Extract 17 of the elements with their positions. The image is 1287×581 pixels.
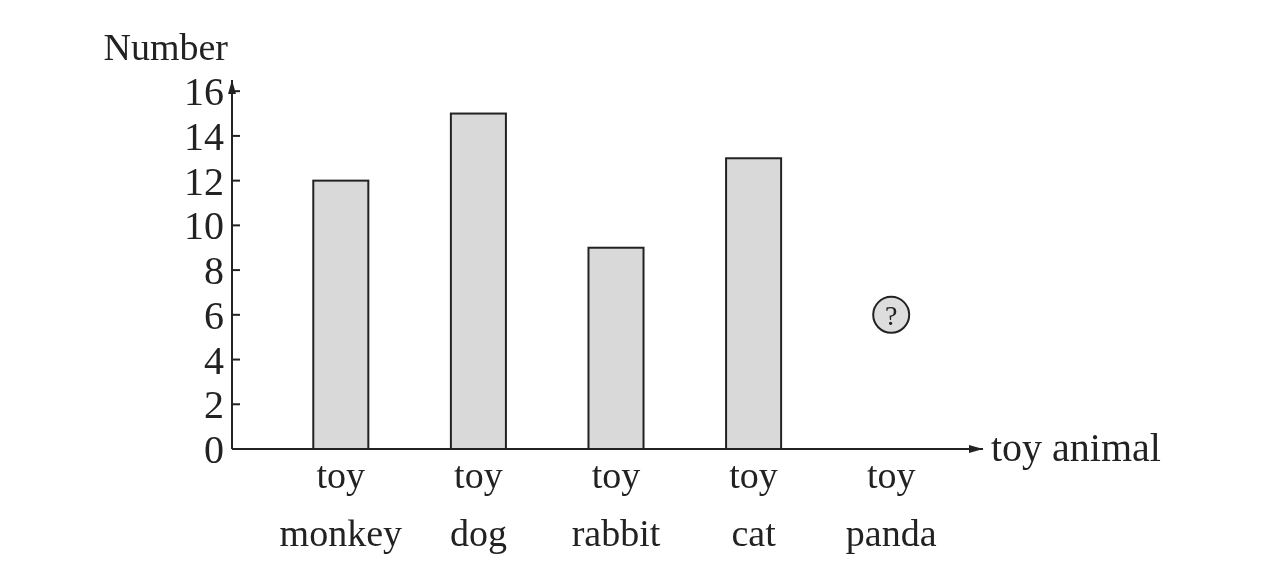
y-tick-label: 12 (184, 158, 224, 204)
y-tick-label: 14 (184, 113, 224, 159)
x-axis-title: toy animal (991, 425, 1161, 470)
x-tick-label: toy panda (845, 454, 937, 554)
y-tick-label: 6 (204, 292, 224, 338)
y-tick-label: 4 (204, 337, 224, 383)
x-tick-label: toy dog (449, 454, 507, 554)
x-tick-label: toy monkey (279, 454, 403, 554)
y-tick-label: 8 (204, 248, 224, 294)
y-tick-label: 0 (204, 427, 224, 472)
x-tick-label: toy rabbit (571, 454, 661, 554)
y-tick-label: 10 (184, 203, 224, 249)
x-tick-label: toy cat (729, 454, 778, 554)
y-tick-label: 16 (184, 69, 224, 115)
y-axis-title: Number (103, 26, 229, 68)
y-tick-label: 2 (204, 382, 224, 428)
annotation: ? (884, 299, 898, 331)
